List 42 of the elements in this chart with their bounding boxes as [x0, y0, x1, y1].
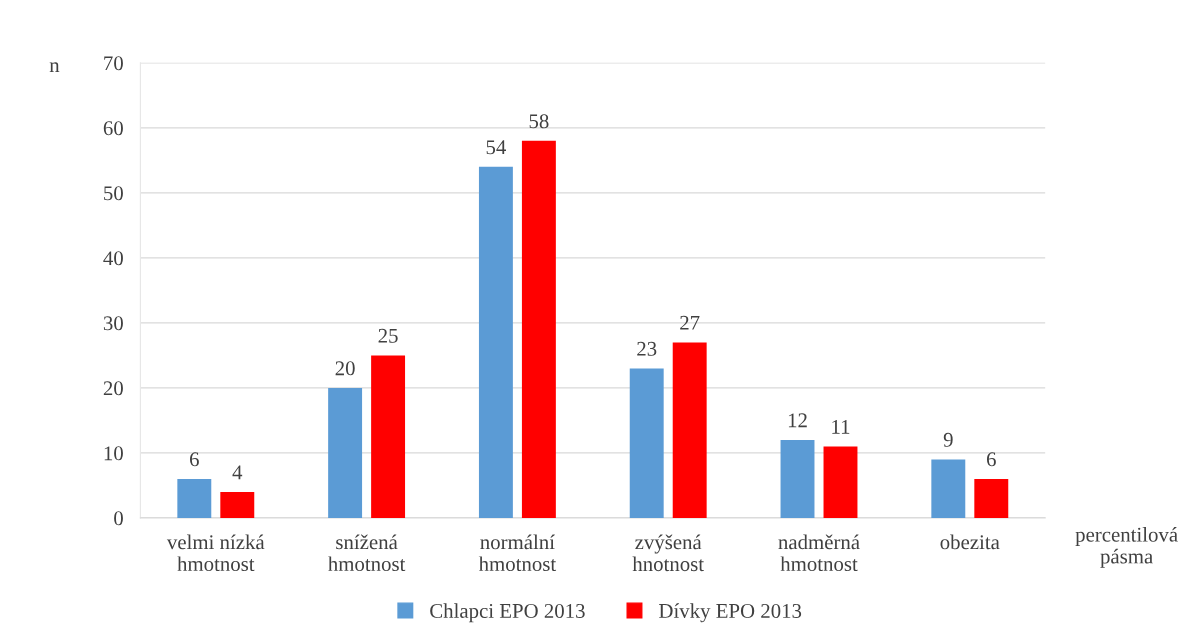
legend-label: Chlapci EPO 2013 — [430, 603, 585, 623]
data-label: 23 — [637, 341, 657, 356]
y-tick-label: 20 — [103, 381, 123, 396]
bar — [220, 491, 255, 518]
data-label: 12 — [788, 413, 807, 428]
y-tick-label: 10 — [104, 446, 123, 461]
x-tick-label: nadměrná hmotnost — [778, 534, 860, 572]
y-tick-label: 40 — [103, 251, 123, 266]
y-tick-label: 30 — [103, 316, 123, 331]
bar — [328, 387, 363, 518]
bar — [780, 439, 815, 518]
data-label: 58 — [529, 114, 549, 129]
bar — [629, 368, 664, 518]
data-label: 11 — [832, 419, 850, 434]
y-axis-title: n — [49, 62, 60, 73]
bar — [371, 355, 406, 518]
data-label: 27 — [680, 315, 700, 330]
bar — [672, 342, 707, 518]
data-label: 25 — [378, 328, 398, 343]
bar — [823, 446, 858, 518]
x-tick-label: obezita — [940, 534, 1000, 550]
data-label: 6 — [190, 452, 199, 467]
data-label: 9 — [943, 432, 953, 447]
y-tick-label: 50 — [104, 186, 123, 201]
bar — [177, 478, 212, 518]
y-tick-label: 70 — [104, 56, 123, 71]
bar — [931, 459, 966, 518]
bar — [974, 478, 1009, 518]
data-label: 4 — [232, 465, 243, 480]
bar — [521, 140, 556, 518]
data-label: 54 — [486, 140, 506, 155]
y-tick-label: 0 — [114, 511, 123, 526]
x-tick-label: velmi nízká hmotnost — [166, 534, 265, 572]
data-label: 6 — [986, 452, 996, 467]
x-tick-label: snížená hmotnost — [328, 534, 406, 572]
x-tick-label: normální hmotnost — [478, 534, 557, 572]
data-label: 20 — [335, 361, 355, 376]
y-tick-label: 60 — [103, 121, 123, 136]
x-axis-title: percentilová pásma — [1075, 527, 1178, 568]
bar — [478, 166, 513, 518]
x-tick-label: zvýšená hnotnost — [632, 534, 704, 572]
legend-label: Dívky EPO 2013 — [659, 603, 802, 623]
